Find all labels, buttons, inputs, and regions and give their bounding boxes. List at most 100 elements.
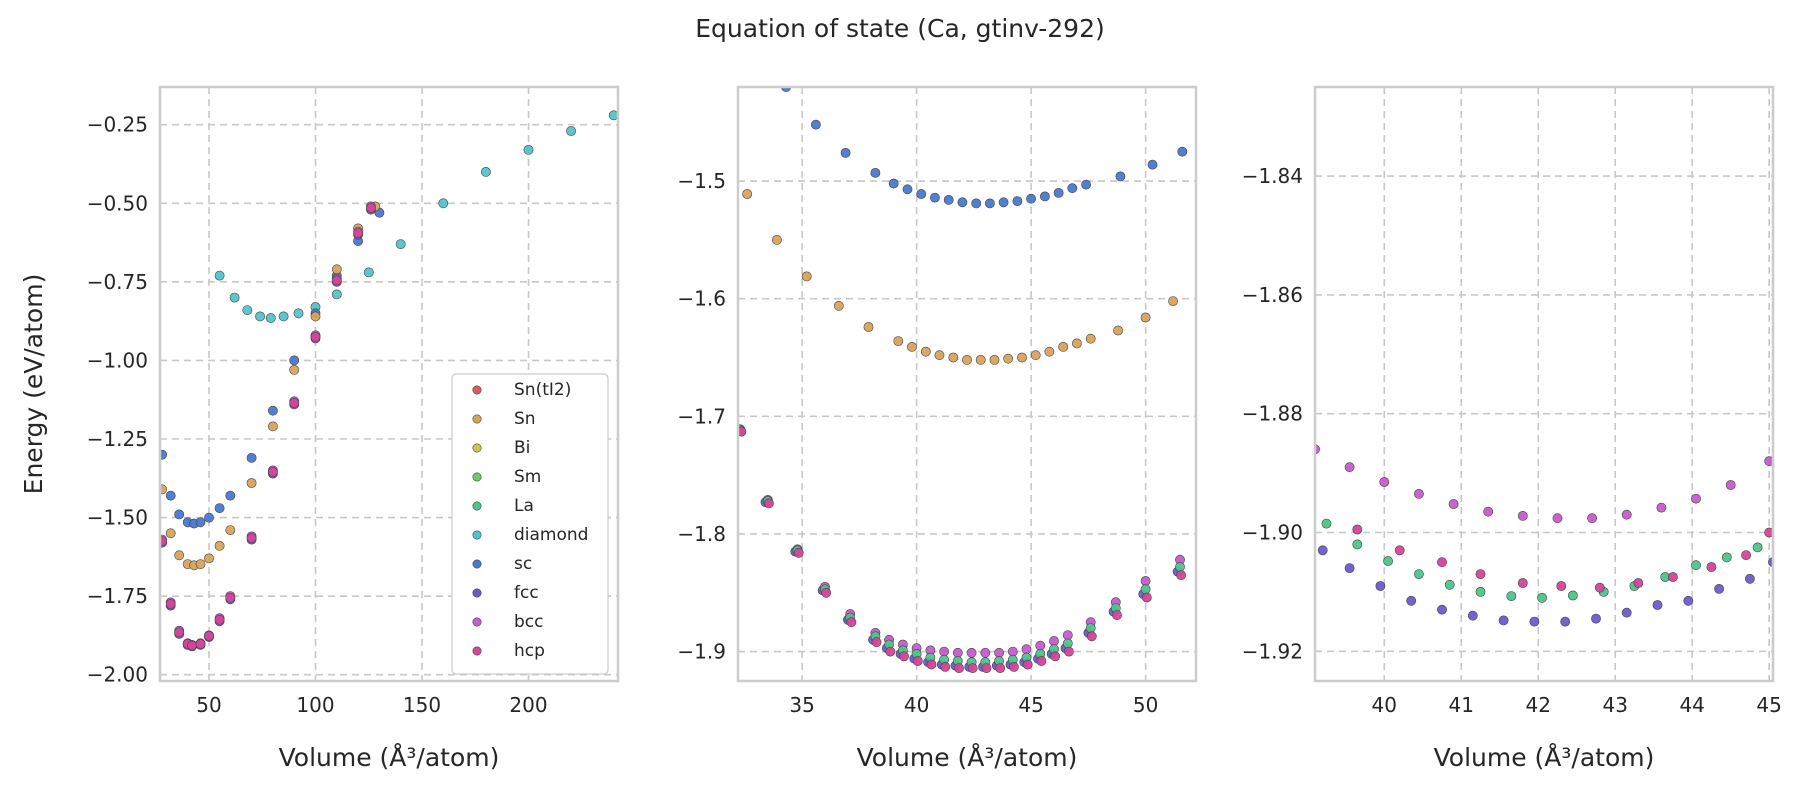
point-sc [943,194,954,205]
point-bcc [1725,480,1736,490]
y-tick-label: −1.86 [1242,283,1303,307]
point-sc [160,449,167,460]
point-fcc [1621,607,1632,618]
point-fcc [1467,610,1478,621]
plot-frame [1313,85,1775,683]
point-hcp [899,651,909,662]
point-sn [948,352,959,363]
point-la [1321,518,1332,529]
point-hcp [1141,592,1152,603]
point-sc [930,192,940,203]
point-sc [1053,187,1064,198]
point-sn [310,311,321,322]
y-tick-label: −1.88 [1242,402,1303,426]
point-hcp [204,631,214,641]
figure-title: Equation of state (Ca, gtinv-292) [695,14,1105,43]
point-bcc [966,647,977,658]
point-la [1752,542,1763,553]
data-points [1315,444,1773,627]
point-hcp [954,663,964,673]
point-diamond [242,305,253,315]
point-sc [1067,183,1078,194]
x-tick-label: 41 [1449,693,1474,717]
point-hcp [995,663,1006,673]
legend-marker-sn-ti2 [472,385,482,395]
point-la [1175,562,1185,572]
point-fcc [1437,604,1447,615]
data-points [738,87,1188,673]
x-tick-label: 50 [196,693,221,717]
point-sc [267,405,278,416]
point-hcp [289,397,300,408]
point-fcc [1560,616,1571,627]
point-hcp [1394,545,1405,556]
y-tick-label: −1.25 [87,427,148,451]
point-bcc [939,646,949,657]
point-bcc [1483,506,1494,517]
point-hcp [871,637,882,648]
point-hcp [310,331,321,342]
x-axis-label: Volume (Å³/atom) [857,743,1078,772]
point-hcp [1741,550,1751,560]
point-bcc [952,647,963,658]
point-fcc [1591,613,1601,624]
point-hcp [1556,581,1567,591]
x-tick-label: 45 [1018,693,1043,717]
point-diamond [608,110,618,121]
point-sn [267,421,278,432]
point-hcp [1022,659,1033,670]
point-diamond [331,289,342,300]
point-hcp [195,639,206,649]
point-bcc [1049,636,1059,646]
point-bcc [1414,488,1424,499]
point-sc [1012,196,1023,206]
point-hcp [1517,578,1528,588]
point-hcp [738,426,747,437]
point-sn [772,234,782,245]
plot-frame [158,85,620,683]
point-hcp [214,614,225,625]
point-diamond [480,166,491,177]
point-hcp [1086,631,1097,642]
point-sc [1026,193,1036,204]
point-hcp [1706,562,1717,572]
legend-label-bcc: bcc [514,612,543,632]
point-hcp [1009,662,1019,672]
point-hcp [1064,646,1074,657]
point-bcc [1552,513,1563,524]
point-sc [195,517,206,528]
legend-label-sc: sc [514,554,532,574]
point-diamond [229,292,240,303]
panel-1: 50 100 150 200 −2.00 −1.75 −1.50 −1.25 −1.00 −0.7… [19,85,620,772]
point-bcc [1517,511,1528,521]
point-hcp [160,536,167,546]
point-la [1414,569,1424,579]
panels: 50 100 150 200 −2.00 −1.75 −1.50 −1.25 −1.00 −0.7… [19,85,1782,772]
y-tick-label: −1.90 [1242,521,1303,545]
point-sc [985,198,995,209]
point-hcp [267,467,278,477]
point-sc [225,490,236,501]
point-hcp [174,627,185,638]
point-bcc [1621,509,1632,520]
legend-box [451,373,609,675]
point-fcc [1745,573,1755,584]
point-fcc [1683,595,1694,606]
point-diamond [566,126,576,136]
y-tick-label: −2.00 [87,663,148,687]
point-la [1568,590,1578,601]
point-sn [1072,338,1082,349]
y-tick-label: −1.00 [87,348,148,372]
point-sc [971,198,982,209]
legend-marker-fcc [472,588,482,598]
y-tick-label: −0.25 [87,113,148,137]
point-la [1085,623,1096,633]
point-hcp [187,640,197,651]
point-sc [888,178,899,189]
point-la [1140,584,1151,595]
point-sc [214,503,225,513]
point-bcc [1021,644,1032,655]
legend-marker-la [472,501,482,511]
y-axis-label: Energy (eV/atom) [19,274,48,495]
point-sn [989,354,1000,365]
